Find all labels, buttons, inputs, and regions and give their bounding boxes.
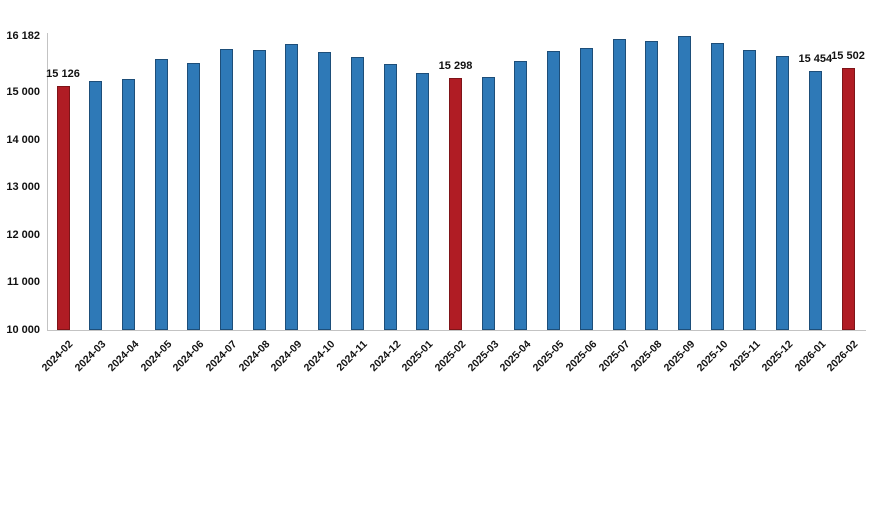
x-axis-tick-label: 2025-06	[563, 338, 600, 375]
x-axis-tick-label: 2025-05	[530, 338, 567, 375]
x-axis-tick-label: 2024-07	[203, 338, 240, 375]
bar	[220, 49, 234, 330]
x-axis-tick-label: 2024-02	[40, 338, 76, 375]
x-axis-tick-label: 2024-12	[367, 338, 403, 375]
y-axis-tick-label: 16 182	[6, 30, 40, 42]
x-axis-tick-label: 2025-02	[432, 338, 469, 375]
bar	[89, 81, 103, 330]
bar-value-label: 15 298	[438, 60, 473, 73]
bar	[547, 51, 561, 330]
x-axis-tick-label: 2024-11	[334, 338, 371, 374]
y-axis-tick-label: 11 000	[6, 276, 40, 289]
monthly-series-bar-chart: 10 000 11 000 12 000 13 000 14 000 15 000 16 1…	[6, 30, 866, 375]
x-axis-tick-label: 2025-12	[759, 338, 796, 375]
bar	[187, 62, 201, 330]
bar-value-label: 15 502	[831, 50, 865, 63]
bar	[416, 72, 430, 330]
bar	[285, 44, 299, 330]
x-axis-tick-label: 2025-10	[694, 338, 730, 375]
x-axis-tick-label: 2024-06	[170, 338, 207, 375]
bar	[350, 57, 364, 330]
x-axis-tick-label: 2026-01	[792, 338, 829, 375]
bar	[481, 76, 495, 330]
y-axis-tick-label: 10 000	[6, 324, 40, 336]
x-axis-tick-label: 2024-05	[138, 338, 174, 375]
bar	[579, 48, 593, 330]
x-axis-tick-label: 2024-04	[105, 338, 142, 375]
x-axis-tick-label: 2025-01	[399, 338, 436, 375]
highlighted-bar	[56, 86, 70, 330]
bar	[677, 36, 691, 330]
y-axis-tick-label: 14 000	[6, 133, 40, 146]
bar	[612, 39, 626, 330]
bar	[383, 63, 397, 330]
x-axis-tick-label: 2024-10	[301, 338, 338, 375]
x-axis-tick-label: 2025-03	[465, 338, 501, 375]
x-axis-tick-label: 2024-08	[236, 338, 273, 375]
bar	[743, 50, 757, 330]
x-axis-tick-label: 2025-04	[497, 338, 534, 375]
bar	[776, 56, 790, 330]
bar	[318, 51, 332, 330]
x-axis-tick-label: 2026-02	[825, 338, 861, 375]
y-axis-tick-label: 12 000	[6, 228, 40, 241]
x-axis-line	[47, 330, 866, 331]
highlighted-bar	[841, 68, 855, 330]
x-axis-tick-label: 2025-08	[628, 338, 665, 375]
bar	[154, 59, 168, 330]
y-axis-tick-label: 15 000	[6, 86, 40, 99]
x-axis-tick-label: 2025-09	[661, 338, 698, 375]
bar	[808, 70, 822, 330]
y-axis-tick-label: 13 000	[6, 181, 40, 194]
bar-value-label: 15 454	[798, 52, 833, 65]
bar-value-label: 15 126	[46, 68, 80, 81]
bar	[252, 49, 266, 330]
x-axis-tick-label: 2025-07	[596, 338, 632, 375]
y-axis-line	[47, 33, 48, 330]
x-axis-tick-label: 2025-11	[727, 338, 763, 374]
bar	[710, 43, 724, 330]
x-axis-tick-label: 2024-09	[269, 338, 305, 375]
bar	[514, 61, 528, 330]
bar	[121, 78, 135, 330]
x-axis-tick-label: 2024-03	[72, 338, 109, 375]
bar	[645, 40, 659, 330]
highlighted-bar	[449, 78, 462, 330]
